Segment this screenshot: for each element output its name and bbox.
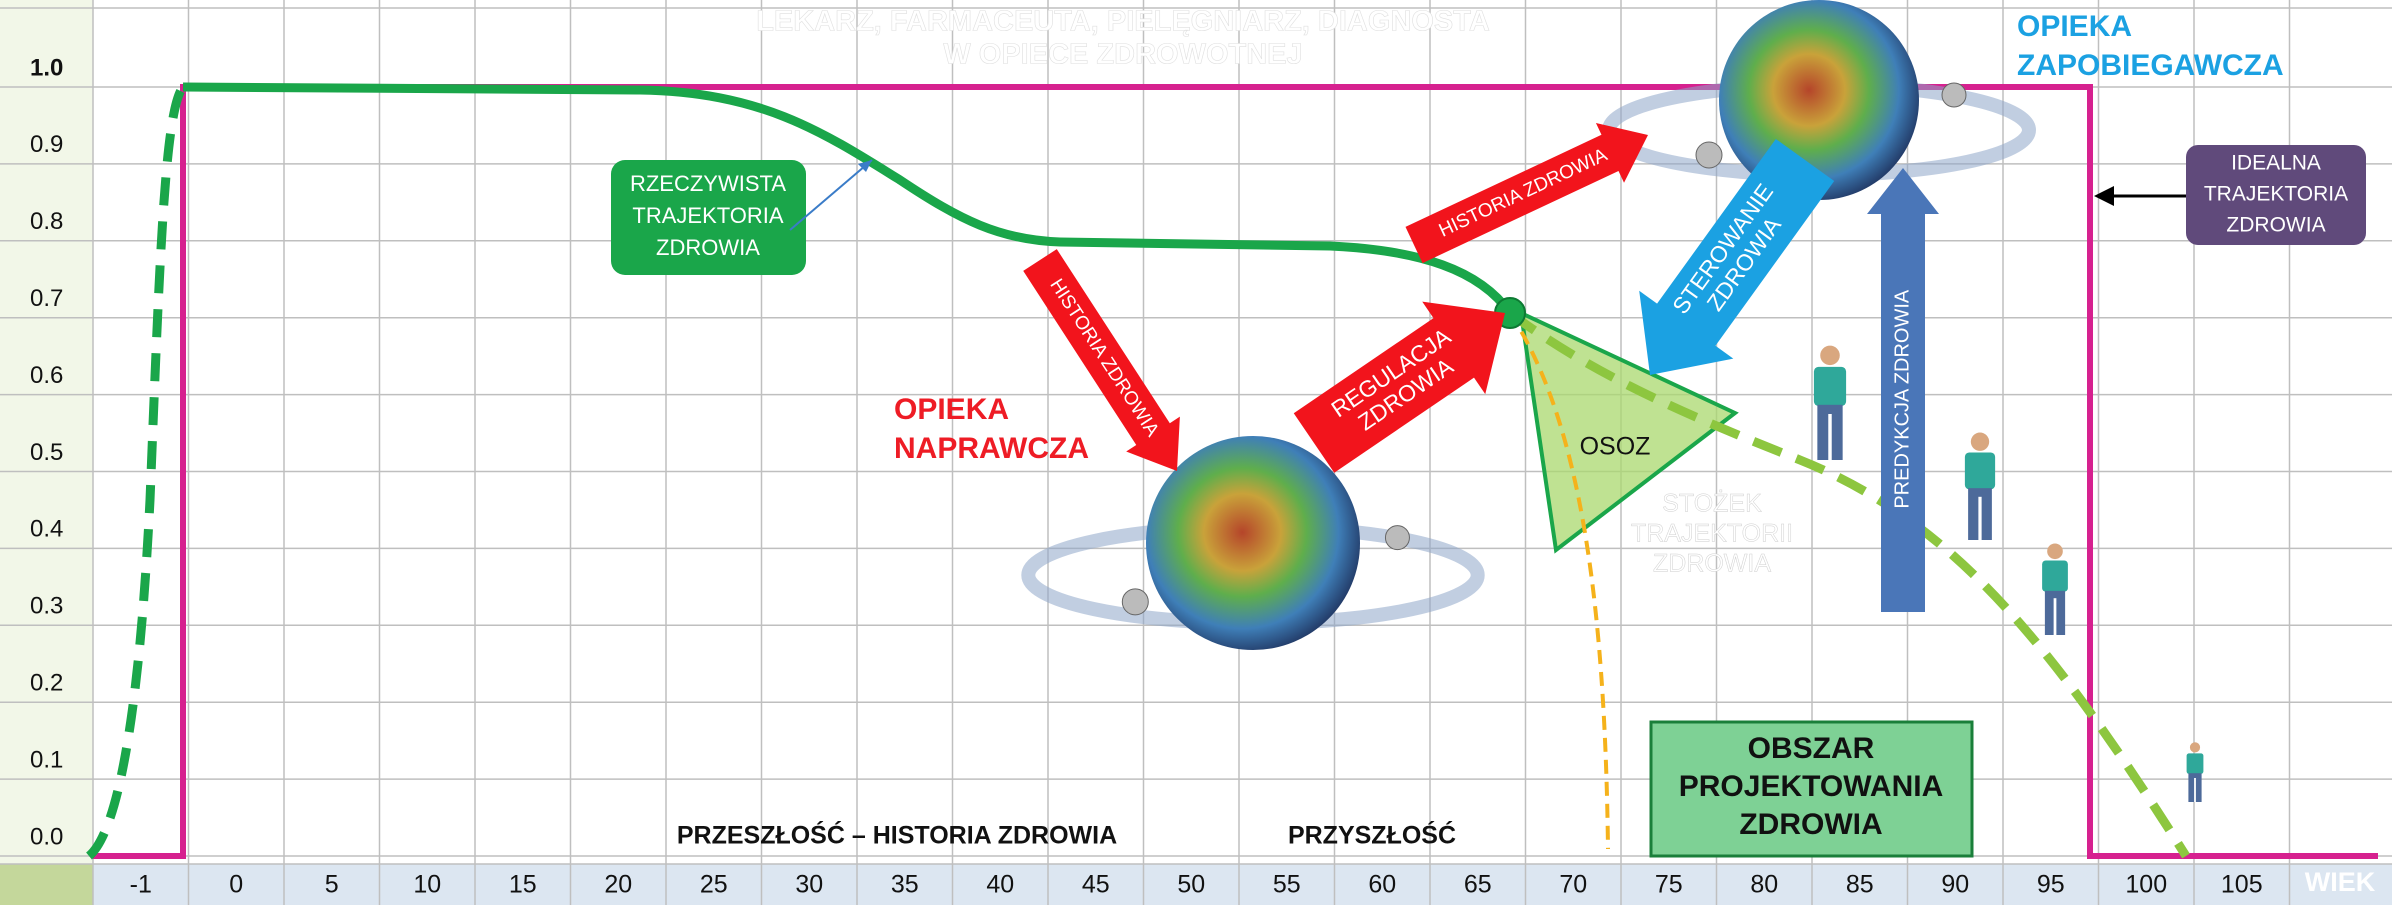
person [1965,433,1995,540]
x-tick-label: 95 [2037,871,2065,899]
person-shirt [1814,367,1846,406]
moon [1696,142,1722,168]
person-shirt [1965,453,1995,490]
corrective-care-label: OPIEKA [894,393,1009,426]
person [2042,543,2068,635]
header: LEKARZ, FARMACEUTA, PIELĘGNIARZ, DIAGNOS… [756,6,1490,71]
cone-label: STOŻEK [1662,489,1762,518]
preventive-care-label: ZAPOBIEGAWCZA [2017,49,2284,82]
ideal-label: TRAJEKTORIA [2204,183,2348,206]
y-tick-label: 0.1 [30,746,63,773]
x-tick-label: 35 [891,871,919,899]
moon [1385,526,1409,550]
actual-label: RZECZYWISTA [630,171,786,196]
future-label: PRZYSZŁOŚĆ [1288,820,1456,850]
y-tick-label: 0.0 [30,823,63,850]
y-tick-label: 0.3 [30,593,63,620]
design-area-label: PROJEKTOWANIA [1679,770,1943,803]
arrow-label: PREDYKCJA ZDROWIA [1891,289,1913,509]
y-tick-label: 0.8 [30,208,63,235]
x-tick-label: 90 [1941,871,1969,899]
person-head [2190,742,2200,752]
y-tick-label: 0.4 [30,516,63,543]
planet [1609,0,2029,200]
planet-body [1146,436,1360,650]
arrow-text: HISTORIA ZDROWIA [1045,275,1163,440]
planet [1028,436,1477,650]
person-head [1971,433,1989,451]
x-tick-label: 25 [700,871,728,899]
person-shirt [2042,560,2068,591]
y-tick-label: 0.6 [30,362,63,389]
osoz-label: OSOZ [1580,433,1651,461]
x-tick-label: 75 [1655,871,1683,899]
actual-label: ZDROWIA [656,235,760,260]
header-line: W OPIECE ZDROWOTNEJ [943,39,1302,71]
moon [1122,589,1148,615]
arrow-text: HISTORIA ZDROWIA [1436,145,1611,242]
y-tick-label: 0.5 [30,439,63,466]
header-line: LEKARZ, FARMACEUTA, PIELĘGNIARZ, DIAGNOS… [756,6,1490,38]
x-tick-label: 65 [1464,871,1492,899]
actual-label: TRAJEKTORIA [632,203,784,228]
preventive-care-label: OPIEKA [2017,10,2132,43]
axis-corner [0,864,93,905]
x-tick-label: 15 [509,871,537,899]
x-tick-label: -1 [130,871,152,899]
y-tick-label: 0.7 [30,285,63,312]
actual-trajectory [183,87,1510,313]
x-axis-unit: WIEK [2305,867,2376,897]
arrow-label: HISTORIA ZDROWIA [1045,275,1163,440]
y-tick-label: 1.0 [30,54,63,81]
person-head [2047,543,2063,559]
design-area-label: ZDROWIA [1739,808,1882,841]
x-tick-label: 85 [1846,871,1874,899]
person [1814,346,1846,460]
y-tick-label: 0.2 [30,670,63,697]
ideal-label: IDEALNA [2231,152,2321,175]
ideal-label: ZDROWIA [2226,214,2325,237]
corrective-care-label: NAPRAWCZA [894,432,1089,465]
x-tick-label: 80 [1750,871,1778,899]
arrow: HISTORIA ZDROWIA [1400,105,1662,275]
y-axis-band [0,0,93,864]
arrow: PREDYKCJA ZDROWIA [1867,168,1939,612]
pointer-head [2094,186,2114,206]
x-tick-label: 30 [795,871,823,899]
x-tick-label: 60 [1368,871,1396,899]
moon [1942,83,1966,107]
person [2187,742,2204,802]
past-label: PRZESZŁOŚĆ – HISTORIA ZDROWIA [677,820,1117,850]
x-tick-label: 5 [325,871,339,899]
arrow-label: HISTORIA ZDROWIA [1436,145,1611,242]
x-tick-label: 55 [1273,871,1301,899]
x-tick-label: 45 [1082,871,1110,899]
x-tick-label: 100 [2125,871,2167,899]
person-shirt [2187,753,2204,773]
y-tick-label: 0.9 [30,131,63,158]
x-tick-label: 10 [413,871,441,899]
x-tick-label: 20 [604,871,632,899]
arrow-text: PREDYKCJA ZDROWIA [1891,289,1913,509]
cone-label: TRAJEKTORII [1631,520,1793,548]
x-tick-label: 105 [2221,871,2263,899]
x-tick-label: 40 [986,871,1014,899]
x-tick-label: 0 [229,871,243,899]
x-tick-label: 50 [1177,871,1205,899]
person-head [1820,346,1840,366]
planet-body [1719,0,1919,200]
health-trajectory-diagram: -1 0 5 10 15 20 25 30 35 40 45 50 55 60 65 70 75 80 85 90 95… [0,0,2392,905]
cone-label: ZDROWIA [1653,550,1771,578]
x-tick-label: 70 [1559,871,1587,899]
design-area-label: OBSZAR [1748,732,1875,765]
